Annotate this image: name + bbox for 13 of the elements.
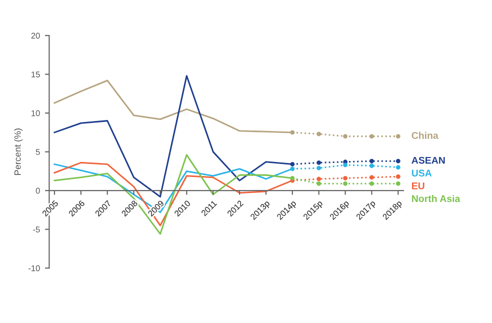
y-tick-label: -5 — [33, 226, 40, 232]
series-label: USA — [412, 170, 432, 177]
series-label: North Asia — [412, 194, 460, 202]
series-label: EU — [412, 182, 424, 190]
y-tick-label: 15 — [32, 72, 40, 78]
y-axis-title: Percent (%) — [14, 128, 23, 175]
y-tick-label: 0 — [36, 188, 40, 194]
y-tick-label: 10 — [32, 110, 40, 116]
y-tick-label: 5 — [36, 149, 40, 155]
y-tick-label: -10 — [28, 265, 40, 272]
series-label: China — [412, 132, 438, 139]
y-tick-label: 20 — [31, 32, 40, 39]
series-label: ASEAN — [412, 156, 445, 164]
